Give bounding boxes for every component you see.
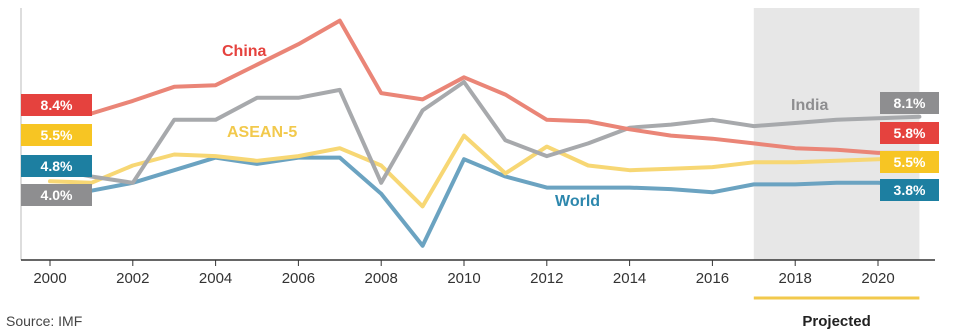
value-badges: 8.4% 5.5% 4.8% 4.0% 8.1% 5.8% 5.5% 3.8% <box>21 92 939 206</box>
svg-text:5.8%: 5.8% <box>894 125 926 141</box>
x-tick-label: 2010 <box>447 270 480 287</box>
series-label-asean-5: ASEAN-5 <box>227 124 297 141</box>
series-line-china <box>48 18 922 155</box>
x-tick-label: 2018 <box>779 270 812 287</box>
series-lines <box>48 18 922 248</box>
value-badge: 3.8% <box>880 179 939 201</box>
series-label-india: India <box>791 97 828 114</box>
svg-text:8.1%: 8.1% <box>894 95 926 111</box>
svg-text:8.4%: 8.4% <box>41 97 73 113</box>
value-badge: 5.5% <box>880 151 939 173</box>
value-badge: 8.4% <box>21 94 92 116</box>
svg-text:4.8%: 4.8% <box>41 158 73 174</box>
x-ticks: 2000 2002 2004 2006 2008 2010 2012 2014 2016 2018… <box>33 260 895 287</box>
value-badge: 8.1% <box>880 92 939 114</box>
x-tick-label: 2016 <box>696 270 729 287</box>
x-tick-label: 2004 <box>199 270 232 287</box>
x-tick-label: 2008 <box>365 270 398 287</box>
svg-text:4.0%: 4.0% <box>41 187 73 203</box>
x-tick-label: 2002 <box>116 270 149 287</box>
value-badge: 4.0% <box>21 184 92 206</box>
value-badge: 5.5% <box>21 124 92 146</box>
value-badge: 4.8% <box>21 155 92 177</box>
x-tick-label: 2000 <box>33 270 66 287</box>
series-line-asean-5 <box>48 133 922 209</box>
svg-text:3.8%: 3.8% <box>894 182 926 198</box>
value-badge: 5.8% <box>880 122 939 144</box>
series-line-india <box>48 80 922 185</box>
series-labels: China India ASEAN-5 World <box>222 43 828 210</box>
x-tick-label: 2012 <box>530 270 563 287</box>
series-label-world: World <box>555 193 600 210</box>
x-tick-label: 2014 <box>613 270 646 287</box>
series-line-world <box>48 155 922 248</box>
svg-text:5.5%: 5.5% <box>41 127 73 143</box>
svg-text:5.5%: 5.5% <box>894 154 926 170</box>
source-note: Source: IMF <box>6 313 82 329</box>
series-label-china: China <box>222 43 267 60</box>
x-tick-label: 2006 <box>282 270 315 287</box>
x-tick-label: 2020 <box>861 270 894 287</box>
projected-label: Projected <box>802 313 870 330</box>
